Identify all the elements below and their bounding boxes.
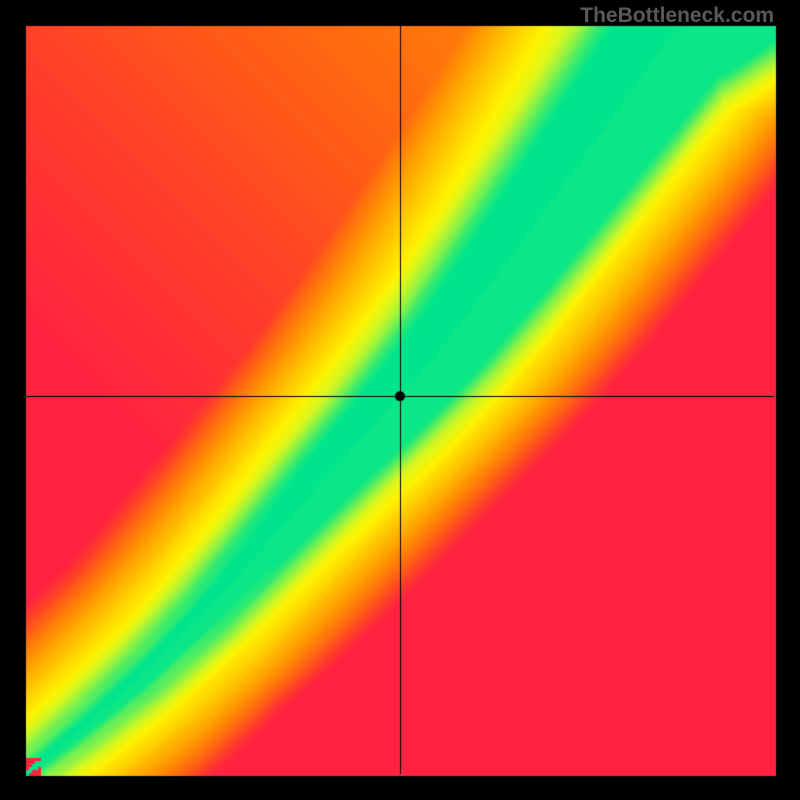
bottleneck-heatmap <box>0 0 800 800</box>
watermark-text: TheBottleneck.com <box>580 4 774 28</box>
